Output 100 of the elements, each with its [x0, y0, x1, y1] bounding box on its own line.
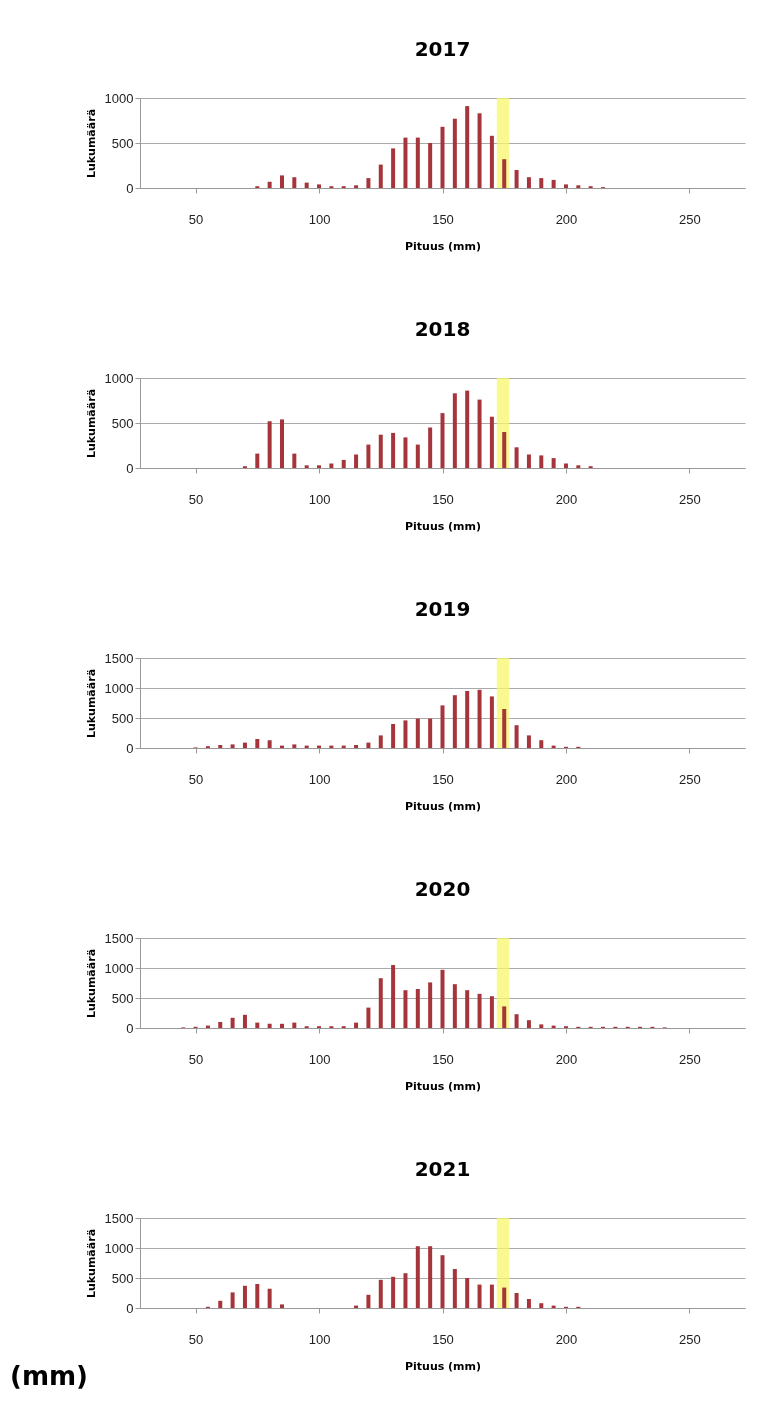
bar	[218, 1300, 223, 1308]
bar	[514, 725, 519, 748]
x-axis-title: Pituus (mm)	[404, 519, 482, 533]
bar	[514, 170, 519, 188]
x-tick-label: 150	[432, 1331, 454, 1347]
bar	[465, 1278, 470, 1308]
bar	[267, 1023, 272, 1028]
bar	[255, 1284, 260, 1308]
bar	[428, 427, 433, 468]
y-tick-label: 0	[126, 180, 134, 196]
bar	[378, 434, 383, 468]
bar	[403, 990, 408, 1028]
x-axis-title: Pituus (mm)	[404, 799, 482, 813]
bar	[218, 745, 223, 748]
bar	[341, 459, 346, 468]
y-tick-label: 1000	[104, 680, 134, 696]
bar	[242, 1014, 247, 1028]
bar	[378, 978, 383, 1028]
y-tick-label: 0	[126, 740, 134, 756]
bar	[242, 1285, 247, 1308]
bar	[551, 179, 556, 188]
bar	[526, 735, 531, 748]
x-tick-label: 50	[188, 771, 204, 787]
bar	[539, 178, 544, 188]
bar	[502, 432, 507, 468]
bar	[465, 390, 470, 468]
bar	[230, 744, 235, 748]
x-axis-title: Pituus (mm)	[404, 1079, 482, 1093]
y-tick-label: 500	[111, 710, 134, 726]
bar	[502, 1006, 507, 1028]
y-axis-title: Lukumäärä	[84, 668, 98, 739]
y-axis-title: Lukumäärä	[84, 108, 98, 179]
y-tick-label: 500	[111, 990, 134, 1006]
x-tick-label: 150	[432, 211, 454, 227]
bar	[242, 742, 247, 748]
chart-title: 2021	[414, 1157, 471, 1181]
bar	[502, 159, 507, 188]
y-tick-label: 1000	[104, 1240, 134, 1256]
bar	[317, 184, 322, 188]
bar	[230, 1292, 235, 1308]
bar	[415, 1246, 420, 1308]
bar	[502, 1287, 507, 1308]
x-tick-label: 50	[188, 1051, 204, 1067]
bar	[366, 742, 371, 748]
bar	[526, 1299, 531, 1308]
x-tick-label: 250	[679, 771, 701, 787]
chart-title: 2017	[414, 37, 471, 61]
x-tick-label: 100	[308, 771, 331, 787]
y-axis-title: Lukumäärä	[84, 948, 98, 1019]
y-tick-label: 500	[111, 135, 134, 151]
y-tick-label: 0	[126, 1300, 134, 1316]
bar	[514, 1293, 519, 1308]
bar	[403, 137, 408, 188]
bar	[403, 437, 408, 468]
bar	[366, 1294, 371, 1308]
bar	[502, 709, 507, 748]
bar	[354, 185, 359, 188]
chart-title: 2018	[414, 317, 471, 341]
bar	[366, 444, 371, 468]
y-tick-label: 500	[111, 1270, 134, 1286]
x-tick-label: 150	[432, 771, 454, 787]
bar	[267, 1288, 272, 1308]
bar	[539, 1303, 544, 1308]
x-tick-label: 200	[555, 771, 578, 787]
bar	[440, 969, 445, 1028]
bar	[489, 996, 494, 1028]
bar	[452, 984, 457, 1028]
bar	[489, 1284, 494, 1308]
x-tick-label: 100	[308, 1051, 331, 1067]
bar	[539, 455, 544, 468]
x-tick-label: 50	[188, 491, 204, 507]
y-tick-label: 1000	[104, 960, 134, 976]
bar	[403, 1273, 408, 1308]
bar	[415, 989, 420, 1028]
bar	[465, 990, 470, 1028]
x-tick-label: 150	[432, 1051, 454, 1067]
bar	[440, 1255, 445, 1308]
bar	[354, 454, 359, 468]
x-tick-label: 250	[679, 491, 701, 507]
bar	[292, 453, 297, 468]
bar	[465, 106, 470, 188]
bar	[489, 416, 494, 468]
bar	[514, 447, 519, 468]
y-tick-label: 1500	[104, 1210, 134, 1226]
bar	[428, 143, 433, 188]
y-tick-label: 0	[126, 1020, 134, 1036]
y-tick-label: 1000	[104, 370, 134, 386]
bar	[255, 739, 260, 748]
x-tick-label: 200	[555, 1331, 578, 1347]
x-tick-label: 200	[555, 211, 578, 227]
bar	[304, 182, 309, 188]
bar	[378, 164, 383, 188]
bar	[452, 393, 457, 468]
bar	[477, 993, 482, 1028]
bar	[267, 421, 272, 468]
bar	[366, 1007, 371, 1028]
bar	[391, 1276, 396, 1308]
y-tick-label: 0	[126, 460, 134, 476]
bar	[317, 465, 322, 468]
y-tick-label: 1500	[104, 650, 134, 666]
